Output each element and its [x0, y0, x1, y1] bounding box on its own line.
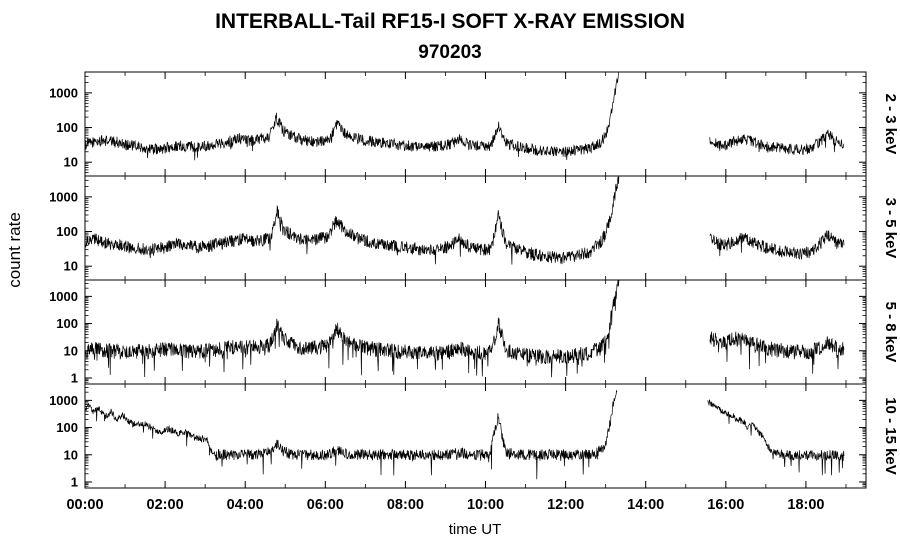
data-trace: [84, 403, 214, 456]
panel-energy-label: 10 - 15 keV: [882, 397, 899, 475]
data-trace: [771, 449, 845, 476]
panel: 1 10 100 1000 00:00 02:00 04:00 06:00 08:00 10:00…: [49, 383, 899, 513]
panel-frame: [84, 175, 867, 281]
x-tick-label: 04:00: [227, 497, 264, 513]
y-tick-label: 1000: [49, 189, 78, 204]
x-tick-label: 16:00: [707, 497, 744, 513]
panel-energy-label: 5 - 8 keV: [882, 302, 899, 363]
panel-energy-label: 2 - 3 keV: [882, 94, 899, 155]
x-tick-label: 00:00: [66, 497, 103, 513]
y-tick-label: 100: [56, 316, 78, 331]
x-tick-label: 10:00: [467, 497, 504, 513]
data-trace: [213, 390, 618, 480]
panel-frame: [84, 279, 867, 385]
y-tick-label: 100: [56, 120, 78, 135]
data-trace: [84, 279, 620, 378]
y-axis-label: count rate: [5, 212, 24, 288]
y-tick-label: 1000: [49, 85, 78, 100]
x-tick-label: 08:00: [387, 497, 424, 513]
y-tick-label: 10: [64, 343, 78, 358]
data-trace: [709, 331, 845, 374]
x-tick-label: 18:00: [787, 497, 824, 513]
x-tick-label: 06:00: [307, 497, 344, 513]
y-tick-label: 10: [64, 155, 78, 170]
panel: 1 10 100 1000 5 - 8 keV: [49, 279, 899, 385]
data-trace: [707, 399, 773, 453]
y-tick-label: 1000: [49, 289, 78, 304]
y-tick-label: 1: [71, 474, 78, 489]
x-axis-label: time UT: [449, 521, 502, 538]
y-tick-label: 100: [56, 224, 78, 239]
panel: 10 100 1000 3 - 5 keV: [49, 175, 899, 281]
panel-energy-label: 3 - 5 keV: [882, 198, 899, 259]
data-trace: [84, 175, 620, 265]
panel-frame: [84, 71, 867, 177]
y-tick-label: 1: [71, 370, 78, 385]
chart-subtitle: 970203: [418, 42, 481, 63]
y-tick-label: 1000: [49, 393, 78, 408]
y-tick-label: 10: [64, 447, 78, 462]
data-trace: [709, 129, 845, 156]
y-tick-label: 100: [56, 420, 78, 435]
data-trace: [84, 71, 619, 161]
data-trace: [709, 230, 845, 260]
x-tick-label: 12:00: [547, 497, 584, 513]
panel: 10 100 1000 2 - 3 keV: [49, 71, 899, 177]
chart-title: INTERBALL-Tail RF15-I SOFT X-RAY EMISSIO…: [215, 10, 685, 33]
x-tick-label: 14:00: [627, 497, 664, 513]
y-tick-label: 10: [64, 259, 78, 274]
x-tick-label: 02:00: [147, 497, 184, 513]
